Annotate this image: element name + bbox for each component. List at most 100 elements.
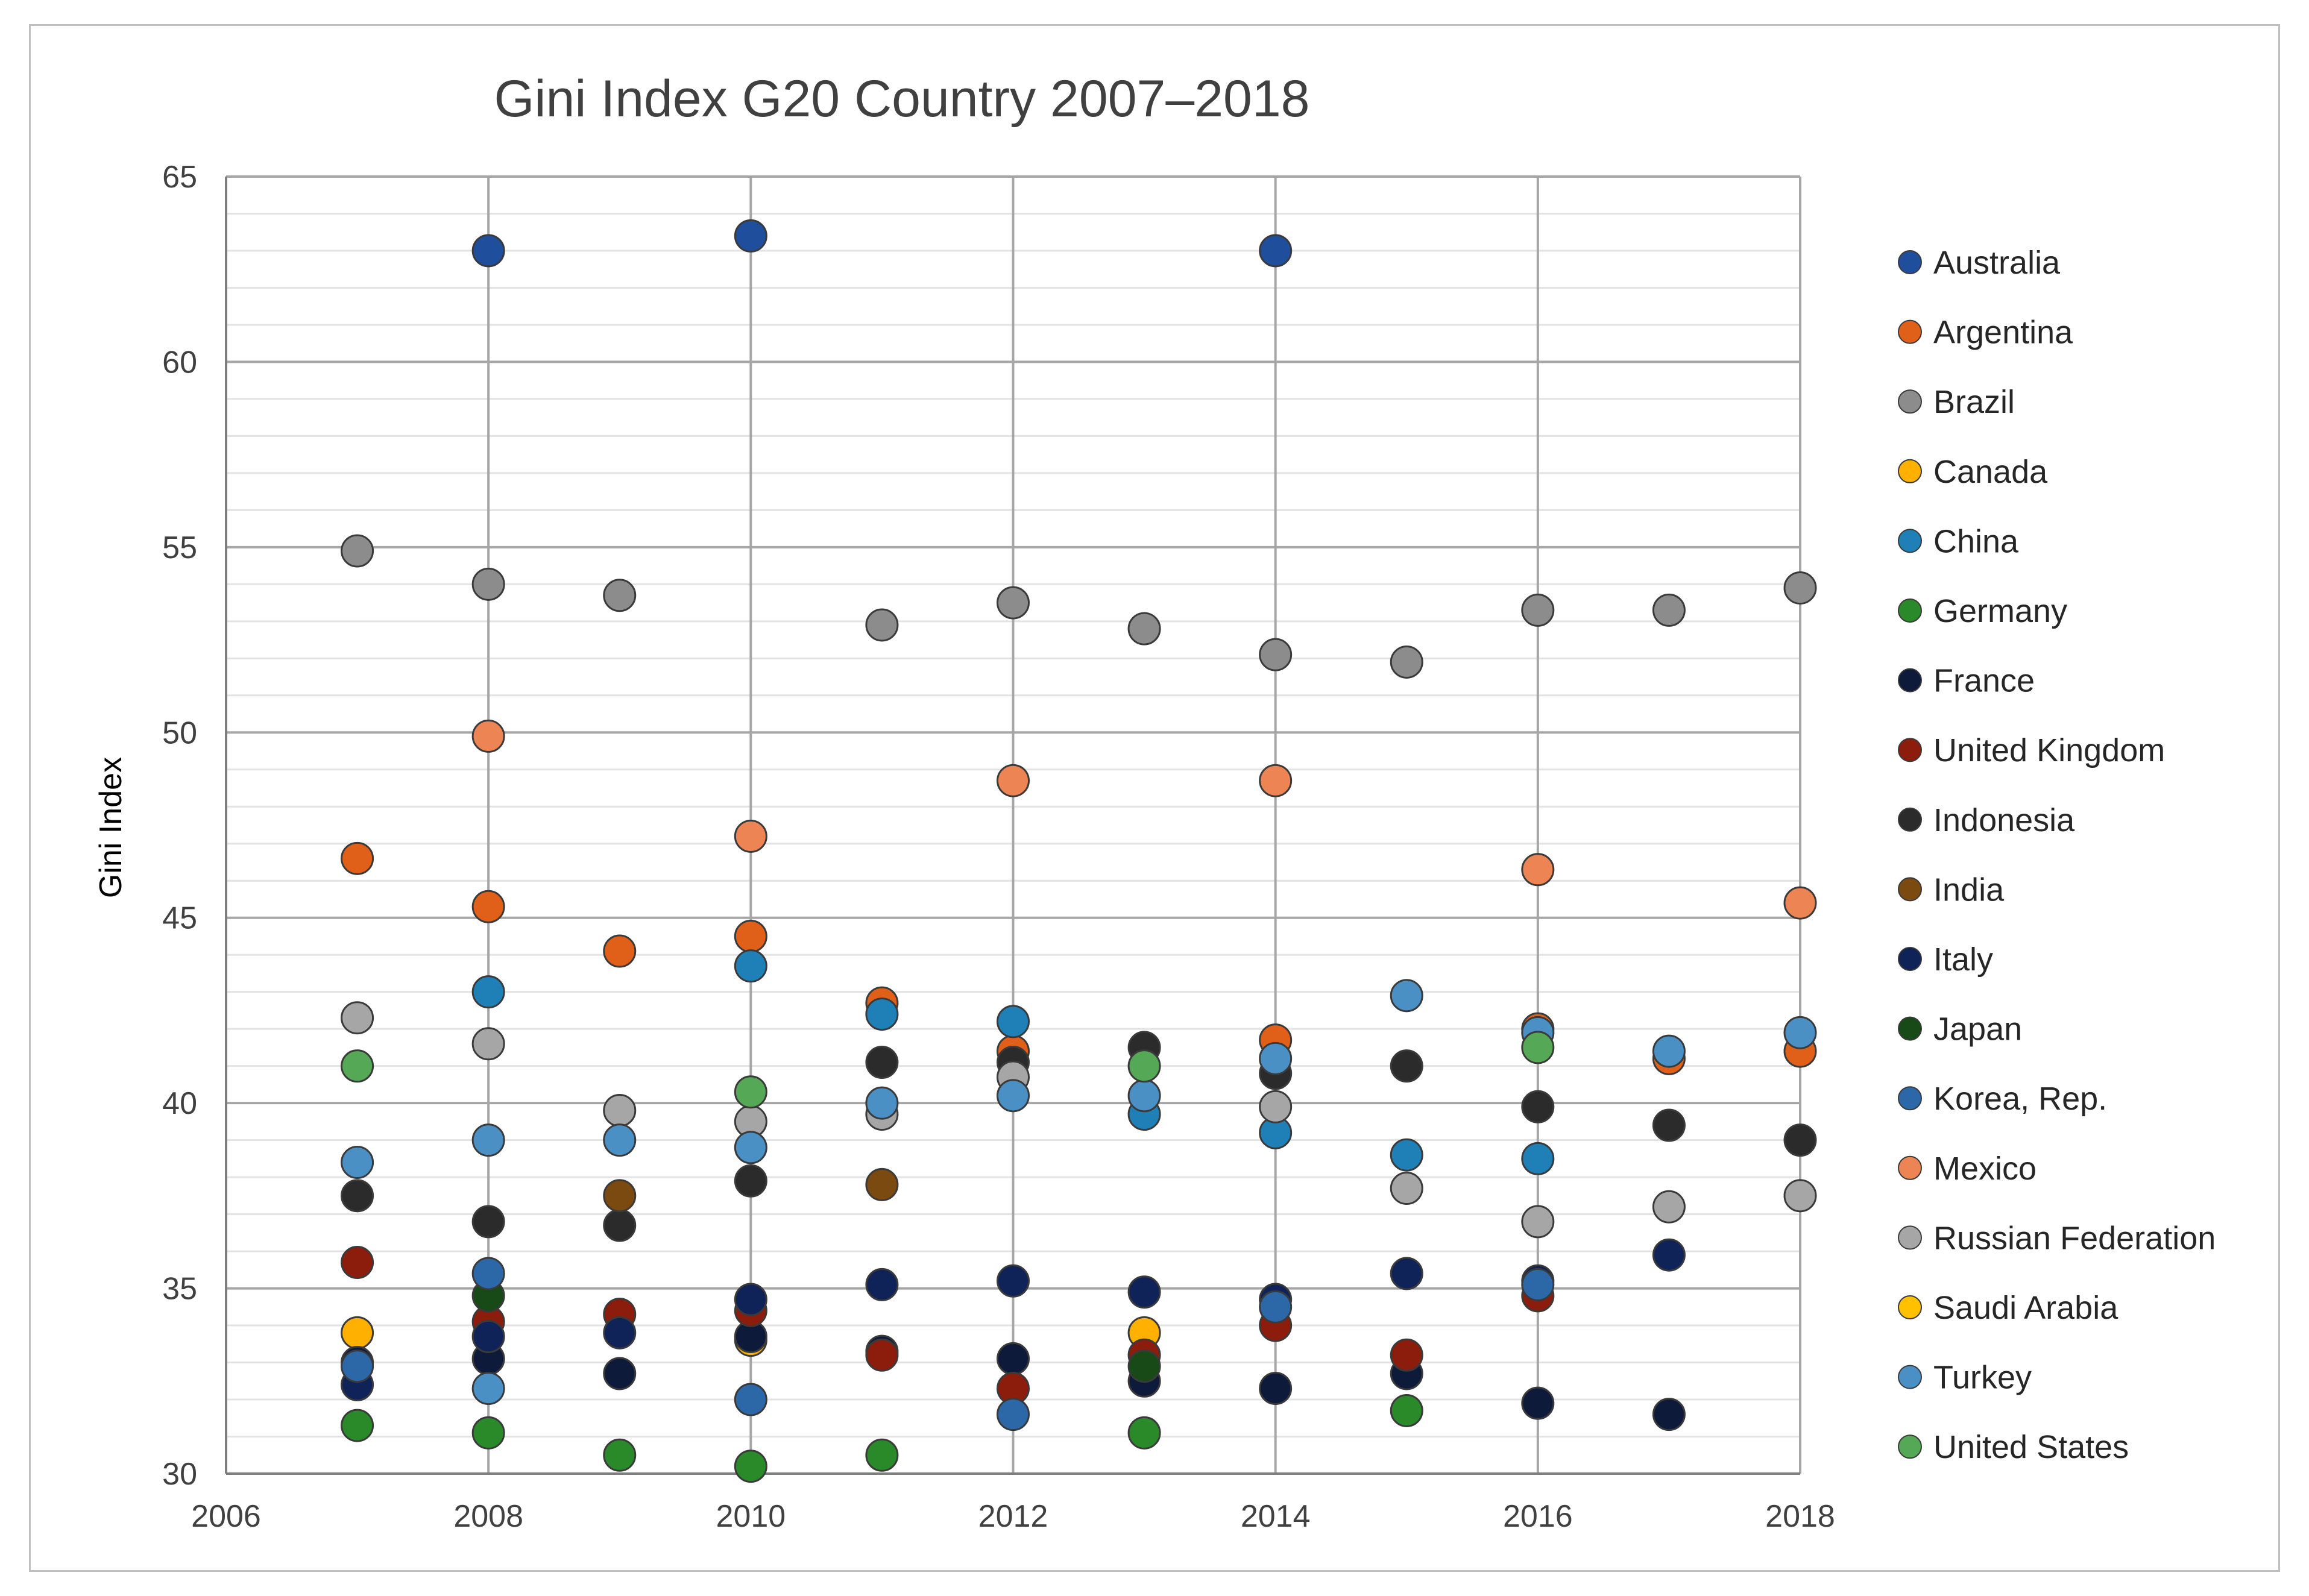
- data-point[interactable]: [997, 586, 1030, 620]
- data-point[interactable]: [341, 1316, 374, 1349]
- legend-marker: [1898, 1365, 1922, 1389]
- data-point[interactable]: [1652, 1034, 1686, 1068]
- data-point[interactable]: [734, 919, 767, 953]
- data-point[interactable]: [341, 534, 374, 568]
- data-point[interactable]: [1259, 1290, 1293, 1324]
- data-point[interactable]: [1783, 571, 1817, 605]
- data-point[interactable]: [865, 1167, 899, 1201]
- data-point[interactable]: [734, 219, 767, 253]
- data-point[interactable]: [1390, 1138, 1423, 1172]
- data-point[interactable]: [341, 1409, 374, 1442]
- data-point[interactable]: [734, 949, 767, 983]
- data-point[interactable]: [1783, 1016, 1817, 1049]
- data-point[interactable]: [1259, 1041, 1293, 1075]
- data-point[interactable]: [603, 1316, 637, 1349]
- data-point[interactable]: [341, 1246, 374, 1280]
- data-point[interactable]: [734, 1131, 767, 1164]
- data-point[interactable]: [734, 1383, 767, 1416]
- y-tick-label: 65: [162, 160, 197, 195]
- data-point[interactable]: [997, 1079, 1030, 1113]
- data-point[interactable]: [1783, 1123, 1817, 1157]
- legend-label: Italy: [1933, 941, 1993, 978]
- data-point[interactable]: [1521, 1386, 1555, 1420]
- data-point[interactable]: [341, 1049, 374, 1083]
- data-point[interactable]: [1390, 1172, 1423, 1205]
- data-point[interactable]: [997, 1342, 1030, 1375]
- data-point[interactable]: [1390, 645, 1423, 679]
- data-point[interactable]: [1783, 886, 1817, 920]
- data-point[interactable]: [471, 1123, 505, 1157]
- data-point[interactable]: [471, 719, 505, 753]
- data-point[interactable]: [997, 1264, 1030, 1298]
- data-point[interactable]: [603, 1123, 637, 1157]
- data-point[interactable]: [1521, 853, 1555, 887]
- data-point[interactable]: [603, 1438, 637, 1472]
- legend-label: France: [1933, 663, 2035, 699]
- data-point[interactable]: [471, 567, 505, 601]
- data-point[interactable]: [1390, 1393, 1423, 1427]
- data-point[interactable]: [341, 1001, 374, 1035]
- data-point[interactable]: [865, 1046, 899, 1079]
- data-point[interactable]: [1521, 1142, 1555, 1175]
- data-point[interactable]: [865, 1338, 899, 1372]
- data-point[interactable]: [471, 1205, 505, 1239]
- data-point[interactable]: [997, 1398, 1030, 1431]
- data-point[interactable]: [1127, 1079, 1161, 1113]
- data-point[interactable]: [865, 1086, 899, 1120]
- data-point[interactable]: [341, 1349, 374, 1383]
- data-point[interactable]: [1127, 1349, 1161, 1383]
- data-point[interactable]: [1521, 1090, 1555, 1123]
- data-point[interactable]: [1127, 1416, 1161, 1450]
- data-point[interactable]: [471, 1027, 505, 1061]
- data-point[interactable]: [603, 1357, 637, 1390]
- data-point[interactable]: [734, 1164, 767, 1198]
- data-point[interactable]: [1127, 1275, 1161, 1309]
- data-point[interactable]: [1521, 593, 1555, 627]
- data-point[interactable]: [341, 841, 374, 875]
- data-point[interactable]: [1259, 1090, 1293, 1123]
- data-point[interactable]: [471, 1320, 505, 1354]
- data-point[interactable]: [997, 1005, 1030, 1038]
- data-point[interactable]: [341, 1179, 374, 1213]
- data-point[interactable]: [1652, 1238, 1686, 1272]
- data-point[interactable]: [1521, 1205, 1555, 1239]
- data-point[interactable]: [997, 764, 1030, 797]
- data-point[interactable]: [471, 1372, 505, 1406]
- data-point[interactable]: [865, 1268, 899, 1301]
- data-point[interactable]: [734, 819, 767, 853]
- data-point[interactable]: [603, 934, 637, 968]
- data-point[interactable]: [341, 1146, 374, 1180]
- data-point[interactable]: [603, 1093, 637, 1127]
- data-point[interactable]: [1390, 1338, 1423, 1372]
- data-point[interactable]: [734, 1075, 767, 1109]
- data-point[interactable]: [1390, 979, 1423, 1013]
- data-point[interactable]: [603, 1208, 637, 1242]
- data-point[interactable]: [1783, 1179, 1817, 1213]
- data-point[interactable]: [1521, 1268, 1555, 1301]
- data-point[interactable]: [471, 975, 505, 1009]
- data-point[interactable]: [471, 1416, 505, 1450]
- data-point[interactable]: [471, 1257, 505, 1290]
- data-point[interactable]: [1390, 1257, 1423, 1290]
- data-point[interactable]: [1521, 1031, 1555, 1064]
- data-point[interactable]: [734, 1283, 767, 1316]
- data-point[interactable]: [865, 1438, 899, 1472]
- data-point[interactable]: [603, 579, 637, 612]
- data-point[interactable]: [603, 1179, 637, 1213]
- data-point[interactable]: [1652, 1398, 1686, 1431]
- data-point[interactable]: [1652, 1190, 1686, 1224]
- data-point[interactable]: [1259, 234, 1293, 268]
- data-point[interactable]: [1259, 1372, 1293, 1406]
- data-point[interactable]: [1652, 1108, 1686, 1142]
- data-point[interactable]: [1127, 612, 1161, 646]
- data-point[interactable]: [865, 998, 899, 1031]
- data-point[interactable]: [471, 890, 505, 923]
- data-point[interactable]: [1259, 638, 1293, 671]
- data-point[interactable]: [1127, 1049, 1161, 1083]
- data-point[interactable]: [865, 608, 899, 642]
- data-point[interactable]: [1390, 1049, 1423, 1083]
- data-point[interactable]: [471, 234, 505, 268]
- data-point[interactable]: [1259, 764, 1293, 797]
- data-point[interactable]: [734, 1450, 767, 1483]
- data-point[interactable]: [1652, 593, 1686, 627]
